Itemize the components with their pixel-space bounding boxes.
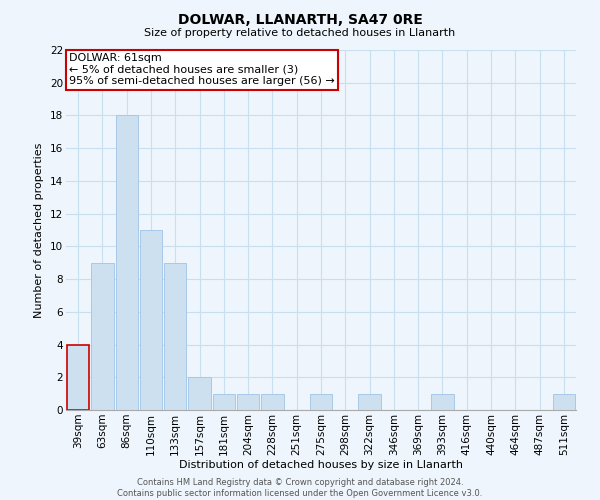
Bar [212,394,235,410]
Text: Contains HM Land Registry data © Crown copyright and database right 2024.
Contai: Contains HM Land Registry data © Crown c… [118,478,482,498]
Bar [310,394,332,410]
Text: DOLWAR, LLANARTH, SA47 0RE: DOLWAR, LLANARTH, SA47 0RE [178,12,422,26]
Y-axis label: Number of detached properties: Number of detached properties [34,142,44,318]
Bar [237,394,259,410]
Bar [91,262,113,410]
Bar [188,378,211,410]
Text: DOLWAR: 61sqm
← 5% of detached houses are smaller (3)
95% of semi-detached house: DOLWAR: 61sqm ← 5% of detached houses ar… [70,54,335,86]
Bar [164,262,187,410]
Bar [140,230,162,410]
Bar [431,394,454,410]
Text: Size of property relative to detached houses in Llanarth: Size of property relative to detached ho… [145,28,455,38]
Bar [261,394,284,410]
Bar [358,394,381,410]
Bar [116,116,138,410]
X-axis label: Distribution of detached houses by size in Llanarth: Distribution of detached houses by size … [179,460,463,470]
Bar [553,394,575,410]
Bar [67,344,89,410]
